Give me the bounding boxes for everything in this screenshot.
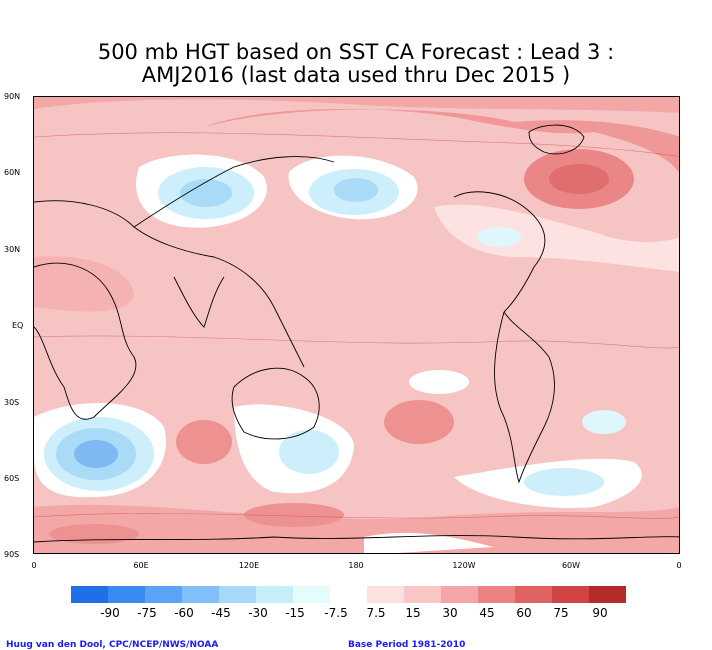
legend-label: 60 <box>516 606 532 620</box>
south-pacific-high <box>384 400 454 444</box>
legend-label: 90 <box>592 606 608 620</box>
lon-label-60e: 60E <box>133 561 149 570</box>
legend-swatch <box>515 586 552 603</box>
lat-label-30s: 30S <box>4 398 20 407</box>
antarctic-high-east <box>244 503 344 527</box>
legend-swatch <box>71 586 108 603</box>
central-asia-low-core <box>180 179 232 207</box>
legend-swatch <box>182 586 219 603</box>
legend-label: 75 <box>553 606 569 620</box>
antarctic-high-west <box>49 524 139 544</box>
southern-ocean-low <box>524 468 604 496</box>
africa-tropics-high <box>34 256 134 312</box>
lat-label-60s: 60S <box>4 474 20 483</box>
legend-label: -75 <box>137 606 157 620</box>
author-credit: Huug van den Dool, CPC/NCEP/NWS/NOAA <box>6 640 219 650</box>
lon-label-120w: 120W <box>452 561 476 570</box>
map-title-line-2: AMJ2016 (last data used thru Dec 2015 ) <box>141 63 571 87</box>
legend-swatch <box>219 586 256 603</box>
antarctic-band <box>34 504 679 553</box>
atlantic-neutral-band <box>434 204 679 272</box>
legend-label: 15 <box>405 606 421 620</box>
legend-swatch <box>478 586 515 603</box>
south-pacific-neutral <box>409 370 469 394</box>
legend-label: -45 <box>211 606 231 620</box>
map-title-line-1: 500 mb HGT based on SST CA Forecast : Le… <box>97 40 615 64</box>
color-legend <box>71 586 626 603</box>
legend-label: -7.5 <box>324 606 348 620</box>
coastlines <box>34 124 679 543</box>
anomaly-field <box>34 97 679 553</box>
north-atlantic-core <box>549 164 609 194</box>
lat-label-30n: 30N <box>4 245 21 254</box>
south-america-low <box>582 410 626 434</box>
legend-label: -30 <box>248 606 268 620</box>
lon-label-120e: 120E <box>238 561 260 570</box>
legend-swatch <box>367 586 404 603</box>
lat-label-90s: 90S <box>4 550 20 559</box>
north-pacific-low-core <box>334 178 378 202</box>
lat-label-eq: EQ <box>12 321 24 330</box>
contour-lines <box>34 132 679 519</box>
arctic-band <box>34 97 679 113</box>
lon-label-60w: 60W <box>561 561 581 570</box>
north-america-neutral <box>477 227 521 247</box>
lat-label-90n: 90N <box>4 92 21 101</box>
legend-swatch <box>552 586 589 603</box>
anomaly-map <box>33 96 680 554</box>
australia-low <box>279 430 339 474</box>
legend-swatch <box>589 586 626 603</box>
legend-swatch <box>108 586 145 603</box>
base-period-note: Base Period 1981-2010 <box>348 640 466 650</box>
legend-swatch <box>441 586 478 603</box>
legend-swatch <box>145 586 182 603</box>
lon-label-0: 0 <box>31 561 37 570</box>
ross-sea-neutral <box>364 532 494 553</box>
legend-swatch <box>404 586 441 603</box>
legend-label: 45 <box>479 606 495 620</box>
legend-label: -15 <box>285 606 305 620</box>
legend-swatch <box>293 586 330 603</box>
lon-label-0-right: 0 <box>676 561 682 570</box>
legend-label: 30 <box>442 606 458 620</box>
south-atlantic-low-core <box>74 440 118 468</box>
legend-swatch <box>330 586 367 603</box>
lat-label-60n: 60N <box>4 168 21 177</box>
legend-swatch <box>256 586 293 603</box>
legend-label: -90 <box>100 606 120 620</box>
legend-label: 7.5 <box>366 606 386 620</box>
legend-label: -60 <box>174 606 194 620</box>
indian-ocean-high <box>176 420 232 464</box>
lon-label-180: 180 <box>348 561 364 570</box>
